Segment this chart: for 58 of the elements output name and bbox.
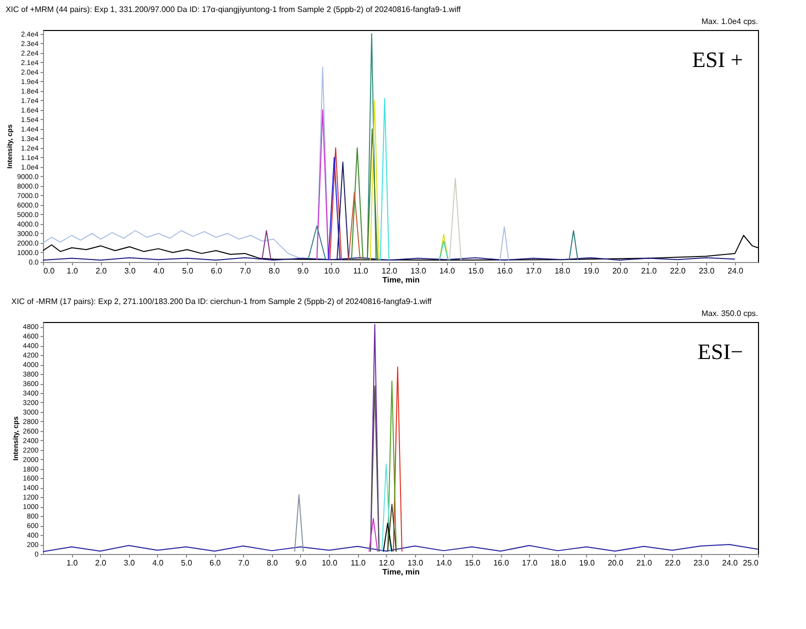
x-tick-label: 7.0 [238, 558, 250, 568]
x-tick-label: 12.0 [382, 266, 398, 276]
x-tick-label: 15.0 [464, 558, 481, 568]
x-tick-label: 15.0 [468, 266, 484, 276]
x-tick-label: 1.0 [66, 266, 78, 276]
x-tick-label: 21.0 [636, 558, 652, 568]
x-tick-label: 17.0 [526, 266, 542, 276]
x-tick-label: 19.0 [583, 266, 600, 276]
x-tick-label: 9.0 [295, 558, 308, 568]
chart-title: XIC of -MRM (17 pairs): Exp 2, 271.100/183.200 Da ID: cierchun-1 from Sample 2 (5ppb-2) of 20240816-fangfa9-1.wiff [11, 297, 432, 306]
annotation: ESI− [698, 339, 743, 364]
x-tick-label: 20.0 [608, 558, 624, 568]
x-tick-label: 3.0 [124, 558, 136, 568]
x-tick-label: 13.0 [408, 558, 424, 568]
x-tick-label: 2.0 [95, 558, 107, 568]
x-axis-title: Time, min [382, 568, 420, 576]
x-tick-label: 5.0 [180, 558, 193, 568]
x-tick-label: 18.0 [554, 266, 571, 276]
x-tick-label: 16.0 [493, 558, 510, 568]
x-tick-label: 13.0 [410, 266, 427, 276]
text: Max. 350.0 cps. [702, 309, 758, 318]
x-tick-label: 22.0 [664, 558, 682, 568]
x-tick-label: 24.0 [728, 266, 744, 276]
x-tick-label: 10.0 [324, 266, 340, 276]
x-tick-label: 24.0 [722, 558, 738, 568]
x-tick-label: 8.0 [266, 558, 278, 568]
text: Max. 1.0e4 cps. [702, 17, 758, 26]
x-tick-label: 14.0 [436, 558, 452, 568]
x-tick-label: 0.0 [44, 266, 56, 276]
x-tick-label: 4.0 [153, 266, 165, 276]
x-tick-label: 22.0 [670, 266, 686, 276]
x-tick-label: 6.0 [210, 558, 222, 568]
chart-title: XIC of +MRM (44 pairs): Exp 1, 331.200/97.000 Da ID: 17α-qiangjiyuntong-1 from Sample 2 (5ppb-2) of 20240816-fangfa9-1.wiff [6, 5, 462, 14]
x-tick-label: 16.0 [497, 266, 514, 276]
x-tick-label: 7.0 [240, 266, 252, 276]
x-tick-label: 11.0 [353, 266, 369, 276]
x-tick-label: 20.0 [612, 266, 628, 276]
x-tick-label: 11.0 [350, 558, 366, 568]
x-tick-label: 23.0 [694, 558, 710, 568]
x-tick-label: 6.0 [210, 266, 223, 276]
x-tick-label: 1.0 [66, 558, 78, 568]
x-tick-label: 17.0 [522, 558, 538, 568]
x-tick-label: 2.0 [96, 266, 108, 276]
x-axis-title: Time, min [382, 276, 420, 284]
annotation: ESI + [692, 47, 743, 72]
x-tick-label: 19.0 [579, 558, 596, 568]
x-tick-label: 3.0 [124, 266, 136, 276]
x-tick-label: 21.0 [641, 266, 658, 276]
x-tick-label: 25.0 [742, 558, 760, 568]
x-tick-label: 12.0 [378, 558, 396, 568]
x-tick-label: 10.0 [322, 558, 338, 568]
x-tick-label: 5.0 [182, 266, 194, 276]
x-tick-label: 9.0 [297, 266, 310, 276]
x-tick-label: 4.0 [152, 558, 164, 568]
x-tick-label: 23.0 [698, 266, 715, 276]
x-tick-label: 14.0 [439, 266, 456, 276]
x-tick-label: 8.0 [268, 266, 280, 276]
x-tick-label: 18.0 [550, 558, 567, 568]
